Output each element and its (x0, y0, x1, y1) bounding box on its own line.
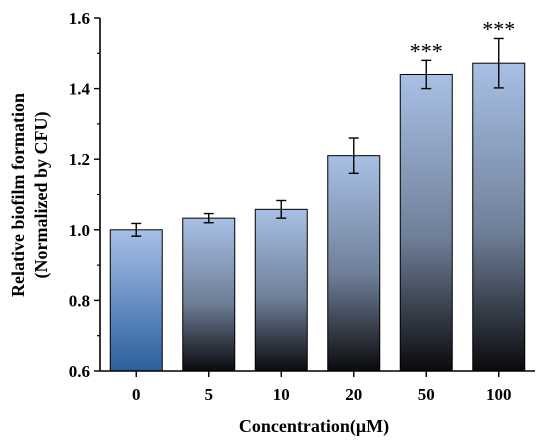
x-tick-label: 10 (273, 385, 290, 404)
y-tick-label: 1.2 (69, 150, 90, 169)
bar (327, 155, 381, 372)
bar (472, 62, 526, 372)
x-tick-label: 5 (205, 385, 214, 404)
y-axis-title-line1: Relative biofilm formation (8, 93, 28, 297)
y-tick-label: 1.6 (69, 9, 90, 28)
x-tick-label: 0 (132, 385, 141, 404)
y-tick-label: 0.8 (69, 291, 90, 310)
x-axis-title: Concentration(μM) (239, 416, 389, 437)
plot-area: 0 5 10 20 *** 50 *** 100 0.6 0.8 1.0 1.2 1.4 1.6 (69, 9, 535, 404)
x-tick-label: 100 (486, 385, 512, 404)
x-tick-label: 50 (418, 385, 435, 404)
bar (109, 229, 163, 372)
y-tick-label: 0.6 (69, 362, 90, 381)
y-axis-title-line2: (Normalized by CFU) (31, 112, 52, 279)
bar (399, 73, 453, 372)
y-tick-label: 1.0 (69, 221, 90, 240)
y-tick-label: 1.4 (69, 80, 91, 99)
bar (182, 217, 236, 372)
bar (254, 208, 308, 372)
x-tick-label: 20 (345, 385, 362, 404)
significance-label: *** (482, 16, 515, 41)
significance-label: *** (410, 38, 443, 63)
